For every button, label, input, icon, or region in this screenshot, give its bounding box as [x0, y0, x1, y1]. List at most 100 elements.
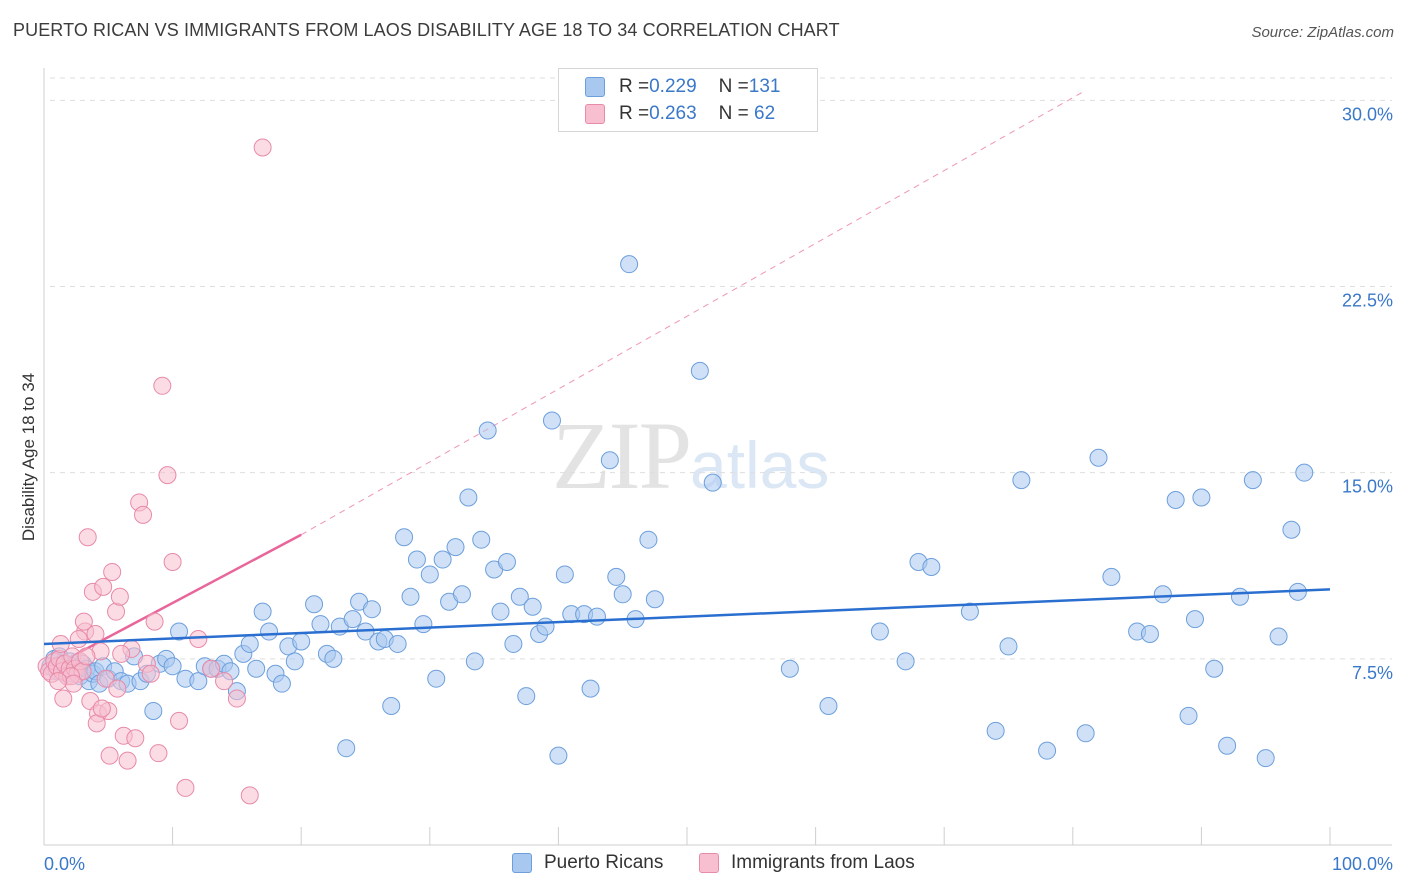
data-point-laos [145, 612, 164, 631]
data-point-puerto-ricans [960, 602, 979, 621]
points-puerto-ricans [41, 255, 1314, 768]
data-point-puerto-ricans [324, 649, 343, 668]
legend-n-value: 62 [748, 103, 776, 124]
data-point-puerto-ricans [343, 610, 362, 629]
data-point-puerto-ricans [1012, 471, 1031, 490]
data-point-laos [54, 689, 73, 708]
data-point-puerto-ricans [1243, 471, 1262, 490]
legend-label-laos: Immigrants from Laos [731, 852, 915, 873]
legend-item-puerto-ricans[interactable]: Puerto Ricans [512, 852, 663, 874]
x-tick-label-min: 0.0% [44, 854, 85, 874]
data-point-puerto-ricans [452, 585, 471, 604]
data-point-laos [112, 644, 131, 663]
data-point-puerto-ricans [311, 615, 330, 634]
data-point-puerto-ricans [478, 421, 497, 440]
data-point-puerto-ricans [1218, 736, 1237, 755]
correlation-legend: R = 0.229 N = 131 R = 0.263 N = 62 [558, 68, 818, 132]
legend-row-laos: R = 0.263 N = 62 [585, 102, 775, 126]
data-point-laos [118, 751, 137, 770]
legend-n-label: N = [718, 103, 749, 124]
watermark: ZIPatlas [552, 400, 829, 511]
data-point-puerto-ricans [1192, 488, 1211, 507]
trendline-puerto-ricans [43, 588, 1331, 646]
data-point-laos [149, 744, 168, 763]
data-point-puerto-ricans [407, 550, 426, 569]
data-point-puerto-ricans [260, 622, 279, 641]
data-point-puerto-ricans [1089, 448, 1108, 467]
data-point-puerto-ricans [536, 617, 555, 636]
data-point-puerto-ricans [607, 567, 626, 586]
data-point-puerto-ricans [446, 538, 465, 557]
data-point-laos [163, 553, 182, 572]
data-point-puerto-ricans [1102, 567, 1121, 586]
data-point-puerto-ricans [870, 622, 889, 641]
data-point-laos [110, 587, 129, 606]
data-point-puerto-ricans [1179, 706, 1198, 725]
legend-row-puerto-ricans: R = 0.229 N = 131 [585, 75, 780, 99]
data-point-puerto-ricans [292, 632, 311, 651]
legend-r-value: 0.229 [649, 76, 697, 97]
data-point-puerto-ricans [613, 585, 632, 604]
data-point-laos [202, 659, 221, 678]
grid-lines [50, 77, 1392, 660]
data-point-laos [153, 376, 172, 395]
data-point-puerto-ricans [1230, 587, 1249, 606]
y-tick-label: 7.5% [1352, 663, 1393, 683]
source-label: Source: ZipAtlas.com [1251, 24, 1394, 41]
data-point-puerto-ricans [504, 634, 523, 653]
data-point-puerto-ricans [1153, 585, 1172, 604]
y-axis-title: Disability Age 18 to 34 [19, 373, 38, 541]
data-point-puerto-ricans [510, 587, 529, 606]
data-point-puerto-ricans [395, 528, 414, 547]
data-point-puerto-ricans [645, 590, 664, 609]
data-point-laos [141, 664, 160, 683]
trend-puerto-ricans [43, 588, 1331, 646]
data-point-laos [49, 672, 68, 691]
data-point-puerto-ricans [780, 659, 799, 678]
data-point-puerto-ricans [272, 674, 291, 693]
data-point-puerto-ricans [337, 739, 356, 758]
data-point-laos [77, 647, 96, 666]
data-point-laos [94, 577, 113, 596]
data-point-puerto-ricans [1282, 520, 1301, 539]
data-point-puerto-ricans [401, 587, 420, 606]
data-point-puerto-ricans [1205, 659, 1224, 678]
data-point-laos [96, 669, 115, 688]
legend-swatch-puerto-ricans [585, 77, 605, 97]
data-point-puerto-ricans [285, 652, 304, 671]
data-point-puerto-ricans [703, 473, 722, 492]
data-point-puerto-ricans [600, 451, 619, 470]
data-point-puerto-ricans [1076, 724, 1095, 743]
data-point-puerto-ricans [459, 488, 478, 507]
legend-item-laos[interactable]: Immigrants from Laos [699, 852, 915, 874]
trendline-laos-extension [300, 89, 1086, 536]
data-point-puerto-ricans [542, 411, 561, 430]
data-point-puerto-ricans [690, 361, 709, 380]
data-point-puerto-ricans [240, 634, 259, 653]
data-point-laos [158, 466, 177, 485]
legend-r-label: R = [619, 76, 650, 97]
legend-swatch-puerto-ricans [512, 853, 532, 873]
data-point-puerto-ricans [189, 672, 208, 691]
data-point-puerto-ricans [247, 659, 266, 678]
data-point-puerto-ricans [433, 550, 452, 569]
data-point-puerto-ricans [581, 679, 600, 698]
data-point-puerto-ricans [420, 565, 439, 584]
data-point-puerto-ricans [1295, 463, 1314, 482]
data-point-puerto-ricans [362, 600, 381, 619]
data-point-puerto-ricans [465, 652, 484, 671]
data-point-puerto-ricans [1269, 627, 1288, 646]
trend-laos [43, 89, 1086, 673]
data-point-puerto-ricans [388, 634, 407, 653]
data-point-puerto-ricans [472, 530, 491, 549]
data-point-puerto-ricans [922, 557, 941, 576]
data-point-puerto-ricans [555, 565, 574, 584]
data-point-puerto-ricans [382, 696, 401, 715]
legend-r-value: 0.263 [649, 103, 697, 124]
data-point-puerto-ricans [491, 602, 510, 621]
data-point-puerto-ricans [305, 595, 324, 614]
data-point-puerto-ricans [1140, 625, 1159, 644]
data-point-laos [240, 786, 259, 805]
data-point-puerto-ricans [427, 669, 446, 688]
